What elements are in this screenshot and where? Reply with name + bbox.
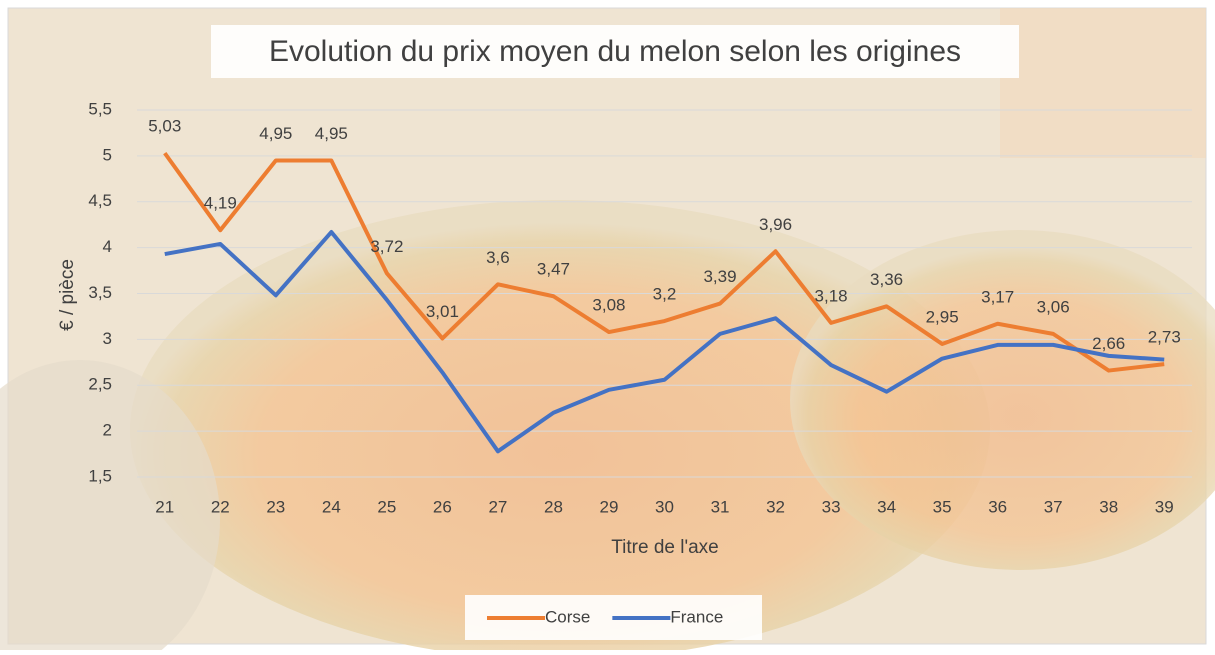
x-tick-label: 30 bbox=[655, 497, 674, 516]
chart-title: Evolution du prix moyen du melon selon l… bbox=[269, 35, 961, 68]
y-tick-label: 4 bbox=[103, 237, 112, 256]
x-tick-label: 31 bbox=[711, 497, 730, 516]
y-tick-label: 4,5 bbox=[88, 191, 112, 210]
y-tick-label: 2,5 bbox=[88, 375, 112, 394]
data-label: 3,47 bbox=[537, 260, 570, 279]
y-tick-label: 3,5 bbox=[88, 283, 112, 302]
x-tick-label: 25 bbox=[377, 497, 396, 516]
x-tick-label: 24 bbox=[322, 497, 341, 516]
x-tick-label: 35 bbox=[933, 497, 952, 516]
data-label: 3,39 bbox=[703, 267, 736, 286]
y-tick-label: 5 bbox=[103, 145, 112, 164]
x-tick-label: 34 bbox=[877, 497, 896, 516]
data-label: 2,73 bbox=[1148, 328, 1181, 347]
x-tick-label: 29 bbox=[600, 497, 619, 516]
data-label: 3,72 bbox=[370, 237, 403, 256]
data-label: 2,95 bbox=[926, 307, 959, 326]
x-tick-label: 26 bbox=[433, 497, 452, 516]
data-label: 3,96 bbox=[759, 215, 792, 234]
x-tick-label: 36 bbox=[988, 497, 1007, 516]
y-tick-label: 1,5 bbox=[88, 466, 112, 485]
data-label: 3,17 bbox=[981, 287, 1014, 306]
data-label: 4,95 bbox=[259, 124, 292, 143]
legend-label: Corse bbox=[545, 607, 590, 626]
y-tick-label: 2 bbox=[103, 421, 112, 440]
data-label: 3,6 bbox=[486, 248, 510, 267]
data-label: 5,03 bbox=[148, 117, 181, 136]
data-label: 3,2 bbox=[653, 285, 677, 304]
chart: Evolution du prix moyen du melon selon l… bbox=[0, 0, 1215, 650]
data-label: 2,66 bbox=[1092, 334, 1125, 353]
legend-label: France bbox=[670, 607, 723, 626]
x-tick-label: 33 bbox=[822, 497, 841, 516]
y-axis-title: € / pièce bbox=[57, 259, 78, 331]
x-axis-title: Titre de l'axe bbox=[611, 537, 718, 558]
y-tick-label: 5,5 bbox=[88, 99, 112, 118]
x-tick-label: 32 bbox=[766, 497, 785, 516]
data-label: 3,08 bbox=[592, 296, 625, 315]
data-label: 3,18 bbox=[815, 286, 848, 305]
x-tick-label: 23 bbox=[266, 497, 285, 516]
x-tick-label: 28 bbox=[544, 497, 563, 516]
x-tick-label: 38 bbox=[1099, 497, 1118, 516]
data-label: 3,01 bbox=[426, 302, 459, 321]
x-tick-label: 22 bbox=[211, 497, 230, 516]
x-tick-label: 27 bbox=[488, 497, 507, 516]
background-decoration bbox=[1000, 8, 1206, 158]
data-label: 3,06 bbox=[1037, 297, 1070, 316]
x-tick-label: 39 bbox=[1155, 497, 1174, 516]
y-tick-label: 3 bbox=[103, 329, 112, 348]
x-tick-label: 21 bbox=[155, 497, 174, 516]
data-label: 3,36 bbox=[870, 270, 903, 289]
data-label: 4,19 bbox=[204, 194, 237, 213]
data-label: 4,95 bbox=[315, 124, 348, 143]
x-tick-label: 37 bbox=[1044, 497, 1063, 516]
